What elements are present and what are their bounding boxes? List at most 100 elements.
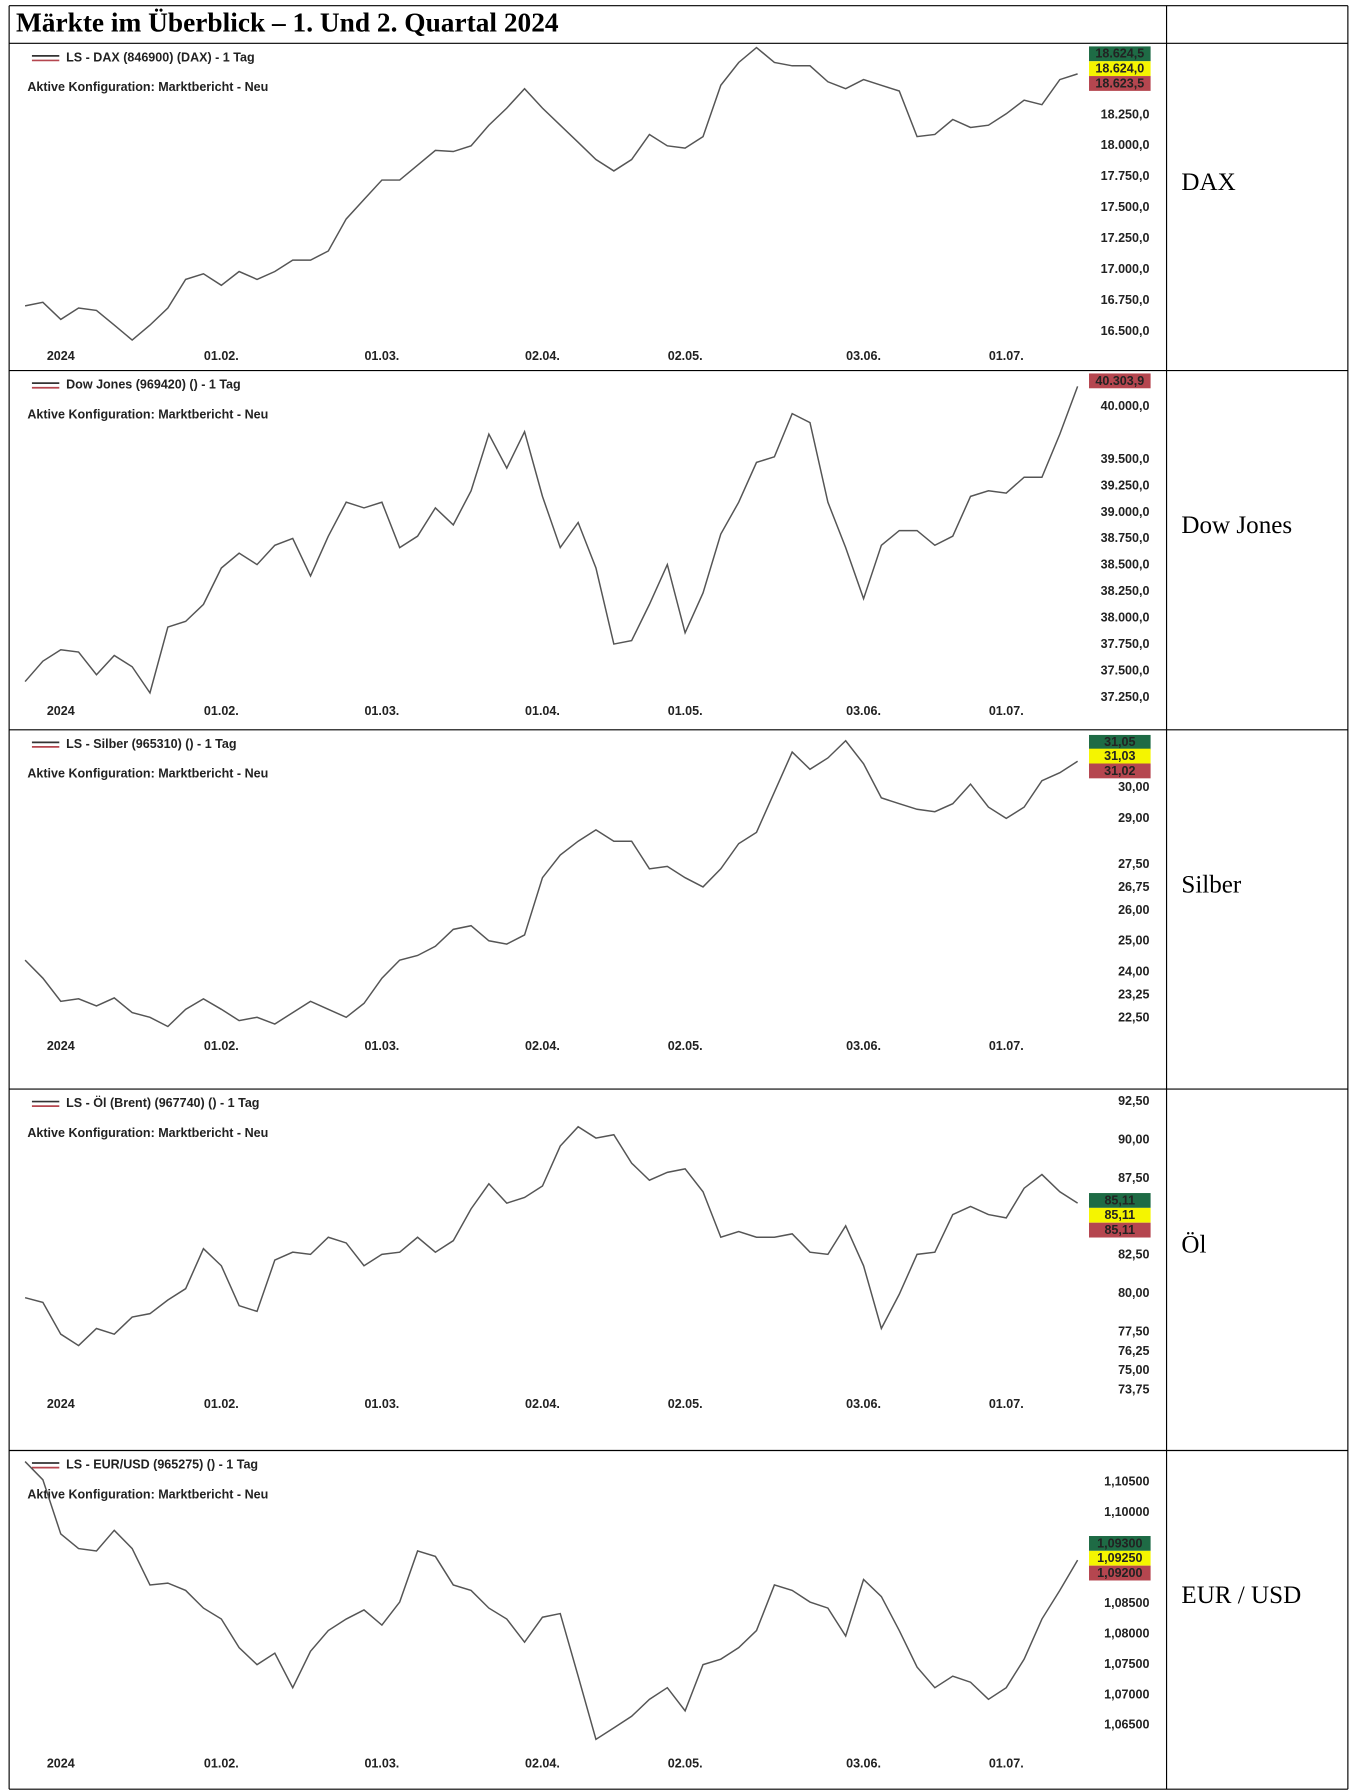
x-tick-label: 2024	[47, 1039, 75, 1053]
x-tick-label: 01.07.	[989, 1039, 1024, 1053]
x-tick-label: 2024	[47, 349, 75, 363]
x-tick-label: 03.06.	[846, 349, 881, 363]
x-tick-label: 03.06.	[846, 704, 881, 718]
y-tick-label: 90,00	[1118, 1132, 1149, 1146]
x-tick-label: 01.07.	[989, 1756, 1024, 1770]
x-tick-label: 01.03.	[364, 704, 399, 718]
x-tick-label: 02.04.	[525, 1039, 560, 1053]
price-tag	[1089, 1207, 1151, 1223]
price-tag-label: 85,11	[1104, 1223, 1135, 1237]
row-label: DAX	[1181, 169, 1235, 196]
chart-title: LS - DAX (846900) (DAX) - 1 Tag	[66, 50, 254, 64]
y-tick-label: 24,00	[1118, 964, 1149, 978]
y-tick-label: 17.250,0	[1101, 231, 1150, 245]
price-tag	[1089, 763, 1151, 779]
x-tick-label: 02.05.	[668, 349, 703, 363]
x-tick-label: 2024	[47, 1756, 75, 1770]
price-line	[24, 386, 1079, 695]
y-tick-label: 76,25	[1118, 1344, 1149, 1358]
y-tick-label: 16.750,0	[1101, 293, 1150, 307]
y-tick-label: 1,07000	[1104, 1687, 1149, 1701]
chart-title: LS - Öl (Brent) (967740) () - 1 Tag	[66, 1095, 259, 1110]
y-tick-label: 25,00	[1118, 934, 1149, 948]
y-tick-label: 1,10500	[1104, 1475, 1149, 1489]
x-tick-label: 02.04.	[525, 1397, 560, 1411]
price-tag	[1089, 46, 1151, 62]
row-label: Dow Jones	[1181, 512, 1292, 539]
price-tag	[1089, 1536, 1151, 1551]
y-tick-label: 26,00	[1118, 903, 1149, 917]
x-tick-label: 02.05.	[668, 1397, 703, 1411]
x-tick-label: 02.05.	[668, 1039, 703, 1053]
y-tick-label: 17.500,0	[1101, 200, 1150, 214]
y-tick-label: 38.750,0	[1101, 531, 1150, 545]
chart-subtitle: Aktive Konfiguration: Marktbericht - Neu	[27, 1487, 268, 1501]
x-tick-label: 01.02.	[204, 1039, 239, 1053]
chart: LS - Silber (965310) () - 1 Tag Aktive Ko…	[24, 734, 1151, 1053]
price-line	[24, 46, 1078, 342]
x-tick-label: 01.05.	[668, 704, 703, 718]
y-tick-label: 22,50	[1118, 1010, 1149, 1024]
y-tick-label: 82,50	[1118, 1248, 1149, 1262]
row-label: EUR / USD	[1181, 1582, 1301, 1609]
chart-title: LS - Silber (965310) () - 1 Tag	[66, 737, 236, 751]
price-tag	[1089, 61, 1151, 77]
x-tick-label: 02.05.	[668, 1756, 703, 1770]
price-tag-label: 85,11	[1104, 1208, 1135, 1222]
price-tag-label: 31,02	[1104, 764, 1135, 778]
chart: Dow Jones (969420) () - 1 Tag Aktive Konf…	[24, 373, 1151, 718]
y-tick-label: 38.000,0	[1101, 611, 1150, 625]
y-tick-label: 29,00	[1118, 811, 1149, 825]
price-tag	[1089, 76, 1151, 91]
price-tag	[1089, 748, 1151, 764]
table-grid	[8, 5, 1349, 1790]
x-tick-label: 02.04.	[525, 349, 560, 363]
price-line	[24, 1461, 1079, 1741]
y-tick-label: 27,50	[1118, 857, 1149, 871]
price-tag	[1089, 373, 1151, 389]
y-tick-label: 37.500,0	[1101, 663, 1150, 677]
price-tag	[1089, 1550, 1151, 1566]
x-tick-label: 2024	[47, 1397, 75, 1411]
x-tick-label: 01.02.	[204, 1756, 239, 1770]
y-tick-label: 40.000,0	[1101, 399, 1150, 413]
x-tick-label: 01.02.	[204, 1397, 239, 1411]
price-tag-label: 18.624,5	[1095, 47, 1144, 61]
y-tick-label: 17.000,0	[1101, 262, 1150, 276]
price-tag-label: 1,09250	[1097, 1551, 1142, 1565]
chart-title: LS - EUR/USD (965275) () - 1 Tag	[66, 1458, 258, 1472]
x-tick-label: 01.02.	[204, 704, 239, 718]
price-tag-label: 85,11	[1104, 1193, 1135, 1207]
x-tick-label: 03.06.	[846, 1397, 881, 1411]
y-tick-label: 92,50	[1118, 1094, 1149, 1108]
row-label: Silber	[1181, 871, 1242, 898]
y-tick-label: 17.750,0	[1101, 169, 1150, 183]
price-tag	[1089, 1193, 1151, 1208]
x-tick-label: 01.02.	[204, 349, 239, 363]
y-tick-label: 39.000,0	[1101, 505, 1150, 519]
price-tag-label: 31,03	[1104, 749, 1135, 763]
x-tick-label: 01.04.	[525, 704, 560, 718]
price-tag	[1089, 1222, 1151, 1238]
price-tag-label: 1,09300	[1097, 1536, 1142, 1550]
x-tick-label: 01.07.	[989, 704, 1024, 718]
price-tag	[1089, 734, 1151, 750]
y-tick-label: 1,10000	[1104, 1505, 1149, 1519]
y-tick-label: 73,75	[1118, 1382, 1149, 1396]
x-tick-label: 03.06.	[846, 1756, 881, 1770]
row-label: Öl	[1181, 1232, 1206, 1259]
price-tag-label: 40.303,9	[1095, 374, 1144, 388]
y-tick-label: 1,08500	[1104, 1596, 1149, 1610]
y-tick-label: 1,08000	[1104, 1627, 1149, 1641]
chart-subtitle: Aktive Konfiguration: Marktbericht - Neu	[27, 80, 268, 94]
y-tick-label: 1,07500	[1104, 1657, 1149, 1671]
price-tag-label: 18.623,5	[1095, 76, 1144, 90]
x-tick-label: 01.07.	[989, 1397, 1024, 1411]
chart: LS - EUR/USD (965275) () - 1 Tag Aktive K…	[24, 1458, 1151, 1770]
y-tick-label: 1,06500	[1104, 1718, 1149, 1732]
price-tag-label: 18.624,0	[1095, 62, 1144, 76]
y-tick-label: 87,50	[1118, 1171, 1149, 1185]
y-tick-label: 30,00	[1118, 780, 1149, 794]
